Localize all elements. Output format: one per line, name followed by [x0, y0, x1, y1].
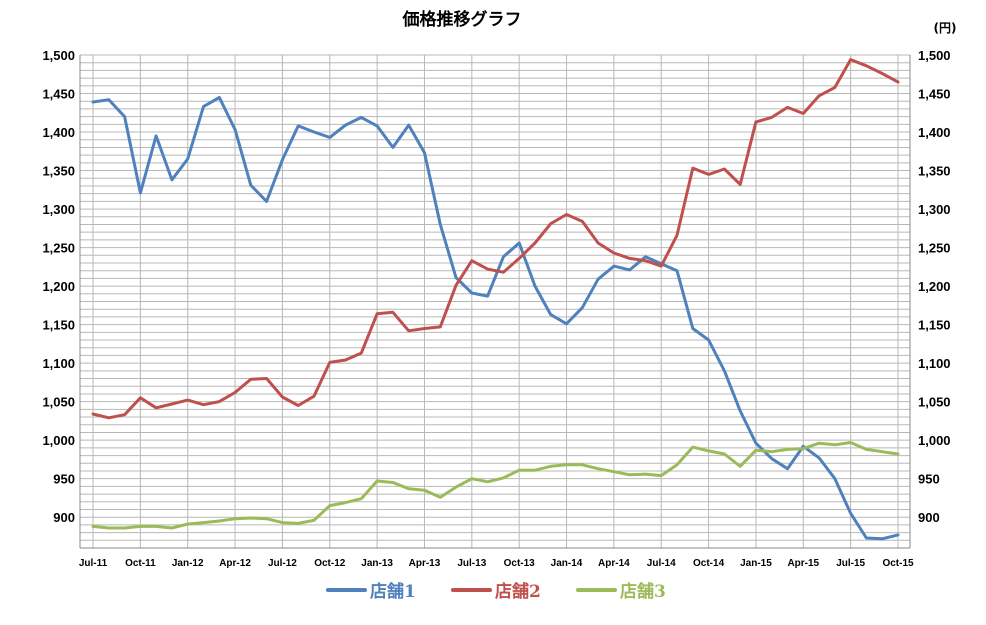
y-tick-label-right: 1,400 [918, 125, 951, 140]
y-tick-label-left: 1,350 [42, 164, 75, 179]
y-tick-label-left: 1,500 [42, 48, 75, 63]
y-tick-label-right: 1,500 [918, 48, 951, 63]
x-tick-label: Apr-12 [219, 558, 251, 569]
x-tick-label: Jul-11 [79, 558, 108, 569]
x-tick-label: Jan-14 [551, 558, 583, 569]
y-tick-label-right: 1,100 [918, 356, 951, 371]
y-tick-label-right: 1,050 [918, 395, 951, 410]
x-tick-label: Jul-12 [268, 558, 297, 569]
chart-legend: 店舗1 店舗2 店舗3 [326, 581, 666, 602]
unit-label: (円) [934, 21, 957, 35]
y-tick-label-right: 1,200 [918, 279, 951, 294]
chart-title: 価格推移グラフ [402, 9, 522, 30]
legend-label-2: 店舗2 [495, 581, 541, 602]
legend-label-3: 店舗3 [620, 581, 666, 602]
y-tick-label-left: 1,050 [42, 395, 75, 410]
y-tick-label-right: 1,300 [918, 202, 951, 217]
x-tick-label: Oct-12 [314, 558, 346, 569]
y-tick-label-left: 1,000 [42, 433, 75, 448]
y-tick-label-right: 1,450 [918, 87, 951, 102]
x-tick-label: Oct-15 [882, 558, 914, 569]
legend-label-1: 店舗1 [370, 581, 416, 602]
y-tick-label-left: 1,200 [42, 279, 75, 294]
y-tick-label-left: 950 [53, 472, 75, 487]
x-tick-label: Apr-15 [787, 558, 819, 569]
x-tick-label: Jan-13 [361, 558, 393, 569]
y-tick-label-left: 1,300 [42, 202, 75, 217]
x-axis-labels: Jul-11 Oct-11 Jan-12 Apr-12 Jul-12 Oct-12 Jan-… [79, 558, 914, 569]
y-tick-label-left: 1,450 [42, 87, 75, 102]
x-tick-label: Apr-14 [598, 558, 630, 569]
y-tick-label-right: 1,250 [918, 241, 951, 256]
x-tick-label: Apr-13 [409, 558, 441, 569]
x-tick-label: Oct-13 [504, 558, 536, 569]
chart-grid [80, 54, 910, 549]
x-tick-label: Oct-11 [125, 558, 156, 569]
y-tick-label-left: 1,250 [42, 241, 75, 256]
y-tick-label-left: 1,150 [42, 318, 75, 333]
y-tick-label-right: 950 [918, 472, 940, 487]
y-tick-label-right: 1,350 [918, 164, 951, 179]
x-tick-label: Jul-14 [647, 558, 676, 569]
chart-axes [79, 55, 911, 549]
series-line-3 [91, 441, 900, 530]
x-tick-label: Jan-12 [172, 558, 204, 569]
y-axis-right-labels: 900 950 1,000 1,050 1,100 1,150 1,200 1,250 1,30… [918, 48, 951, 525]
y-tick-label-right: 1,000 [918, 433, 951, 448]
y-tick-label-right: 900 [918, 510, 940, 525]
series-line-2 [91, 58, 900, 420]
y-tick-label-left: 1,400 [42, 125, 75, 140]
x-tick-label: Jul-15 [836, 558, 865, 569]
chart-series [91, 58, 900, 541]
series-line-1 [91, 95, 900, 541]
y-tick-label-left: 900 [53, 510, 75, 525]
y-tick-label-right: 1,150 [918, 318, 951, 333]
y-axis-left-labels: 900 950 1,000 1,050 1,100 1,150 1,200 1,250 1,30… [42, 48, 75, 525]
y-tick-label-left: 1,100 [42, 356, 75, 371]
x-tick-label: Jan-15 [740, 558, 772, 569]
x-tick-label: Oct-14 [693, 558, 725, 569]
x-tick-label: Jul-13 [457, 558, 486, 569]
